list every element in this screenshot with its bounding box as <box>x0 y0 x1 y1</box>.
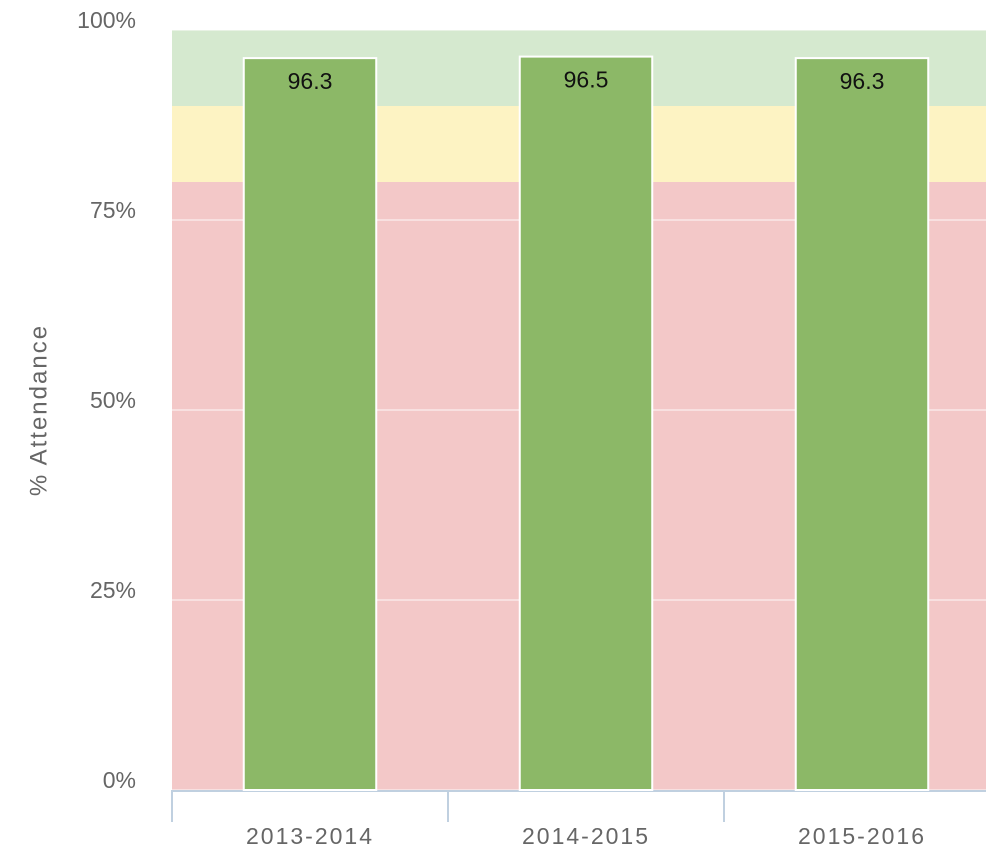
y-tick-label: 0% <box>103 767 136 793</box>
bar <box>242 57 378 792</box>
y-tick-label: 50% <box>90 387 136 413</box>
data-label: 96.3 <box>840 68 885 94</box>
bar <box>518 55 654 792</box>
y-tick-label: 75% <box>90 197 136 223</box>
data-label: 96.5 <box>564 67 609 93</box>
y-tick-label: 100% <box>77 7 136 33</box>
data-label: 96.3 <box>288 68 333 94</box>
y-axis-title: % Attendance <box>25 324 52 496</box>
x-tick-label: 2013-2014 <box>246 823 374 849</box>
y-tick-label: 25% <box>90 577 136 603</box>
x-tick-label: 2014-2015 <box>522 823 650 849</box>
bar <box>794 57 930 792</box>
x-tick-label: 2015-2016 <box>798 823 926 849</box>
